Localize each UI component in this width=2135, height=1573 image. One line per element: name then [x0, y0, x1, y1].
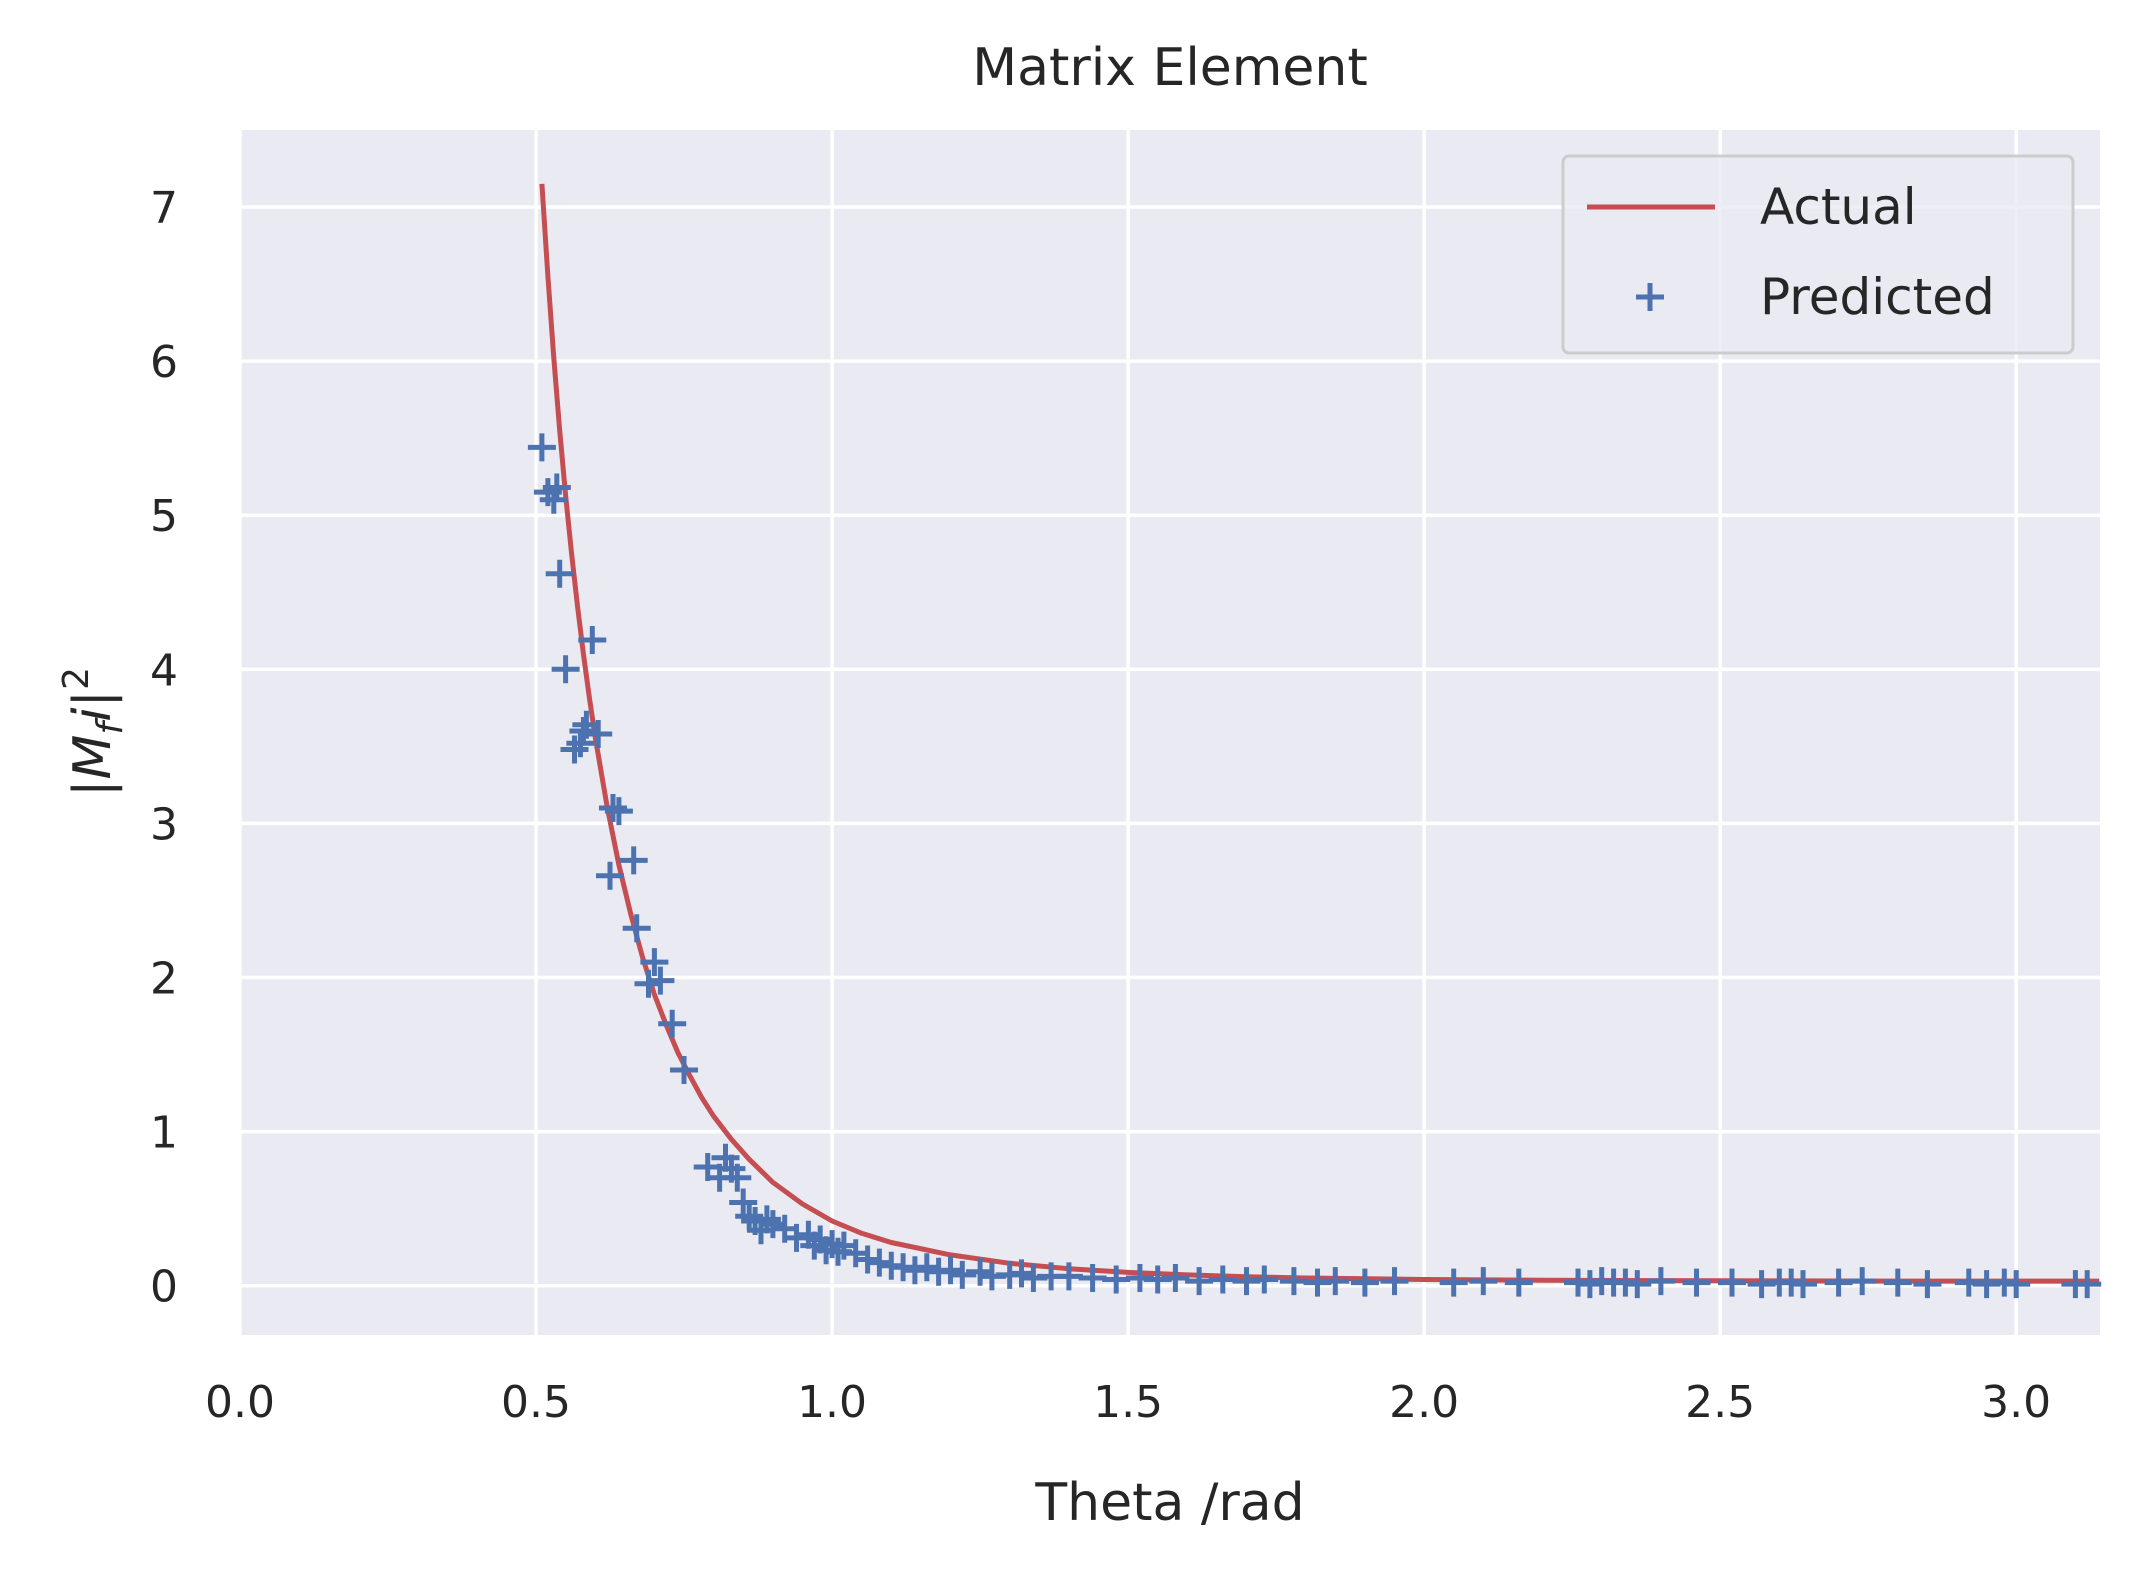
predicted-point	[1623, 1270, 1652, 1299]
legend: Actual Predicted	[1561, 154, 2075, 355]
predicted-point	[1350, 1268, 1379, 1297]
y-tick-label: 1	[150, 1108, 178, 1159]
predicted-point	[1208, 1265, 1237, 1294]
predicted-point	[1789, 1270, 1817, 1299]
x-tick-label: 0.0	[205, 1377, 275, 1428]
predicted-point	[596, 861, 624, 890]
y-tick-label: 3	[150, 799, 178, 850]
predicted-point	[569, 717, 598, 745]
legend-predicted-swatch	[1636, 283, 1664, 311]
predicted-point	[551, 655, 580, 684]
predicted-point	[619, 846, 648, 875]
predicted-point	[1054, 1262, 1083, 1291]
predicted-point	[539, 485, 568, 514]
predicted-point	[1439, 1268, 1468, 1297]
x-axis-ticks: 0.0 0.5 1.0 1.5 2.0 2.5 3.0	[205, 1377, 2051, 1428]
predicted-point	[1824, 1268, 1853, 1297]
predicted-point	[622, 914, 651, 943]
predicted-point	[723, 1163, 752, 1192]
y-axis-label-close: |	[63, 690, 123, 708]
predicted-point	[752, 1205, 781, 1234]
predicted-point	[646, 966, 675, 995]
predicted-point	[2073, 1270, 2102, 1299]
x-tick-label: 1.5	[1093, 1377, 1163, 1428]
predicted-point	[1682, 1268, 1711, 1297]
predicted-point	[560, 735, 589, 764]
predicted-point	[604, 797, 633, 826]
x-axis-label: Theta /rad	[1034, 1473, 1304, 1533]
predicted-point	[1848, 1267, 1877, 1296]
predicted-point	[948, 1260, 977, 1289]
predicted-point	[578, 626, 607, 654]
predicted-point	[1078, 1264, 1107, 1292]
y-tick-label: 6	[150, 337, 178, 388]
y-tick-label: 0	[150, 1262, 178, 1313]
legend-actual-label: Actual	[1760, 178, 1917, 236]
x-tick-label: 3.0	[1981, 1377, 2051, 1428]
predicted-series	[527, 433, 2102, 1299]
predicted-point	[900, 1256, 929, 1285]
predicted-point	[1469, 1267, 1498, 1296]
y-axis-label-main: M	[63, 735, 123, 780]
predicted-point	[1321, 1267, 1350, 1296]
predicted-point	[566, 729, 595, 758]
predicted-point	[1250, 1265, 1279, 1294]
y-axis-ticks: 0 1 2 3 4 5 6 7	[150, 183, 178, 1313]
x-tick-label: 2.0	[1389, 1377, 1459, 1428]
predicted-point	[1883, 1268, 1912, 1297]
predicted-point	[865, 1248, 894, 1277]
predicted-point	[1913, 1270, 1942, 1299]
predicted-point	[729, 1188, 758, 1217]
y-tick-label: 4	[150, 645, 178, 696]
y-axis-label: |Mfi|2	[56, 667, 131, 797]
predicted-point	[634, 969, 663, 998]
predicted-point	[1185, 1267, 1214, 1296]
y-tick-label: 5	[150, 491, 178, 542]
predicted-point	[1007, 1259, 1036, 1288]
x-tick-label: 1.0	[797, 1377, 867, 1428]
predicted-point	[782, 1223, 811, 1252]
predicted-point	[1646, 1267, 1675, 1296]
predicted-point	[640, 948, 669, 977]
y-tick-label: 7	[150, 183, 178, 234]
y-tick-label: 2	[150, 954, 178, 1005]
predicted-point	[1102, 1265, 1131, 1294]
legend-plus-marker	[1636, 283, 1664, 311]
predicted-point	[1504, 1268, 1533, 1297]
x-tick-label: 0.5	[501, 1377, 571, 1428]
predicted-point	[1718, 1268, 1746, 1297]
chart-title: Matrix Element	[972, 38, 1368, 98]
x-tick-label: 2.5	[1685, 1377, 1755, 1428]
predicted-point	[584, 720, 613, 748]
predicted-point	[2002, 1270, 2031, 1299]
predicted-point	[1279, 1267, 1308, 1296]
predicted-point	[658, 1009, 687, 1038]
legend-predicted-label: Predicted	[1760, 268, 1995, 326]
y-axis-label-open: |	[63, 779, 123, 797]
predicted-point	[1380, 1267, 1409, 1296]
predicted-point	[542, 473, 571, 502]
predicted-point	[527, 433, 556, 462]
predicted-point	[545, 559, 574, 588]
predicted-point	[1161, 1264, 1190, 1292]
predicted-point	[599, 794, 627, 822]
predicted-point	[670, 1056, 698, 1084]
predicted-point	[841, 1239, 870, 1268]
y-axis-label-mid: i	[63, 707, 123, 722]
y-axis-label-sup: 2	[56, 667, 97, 690]
